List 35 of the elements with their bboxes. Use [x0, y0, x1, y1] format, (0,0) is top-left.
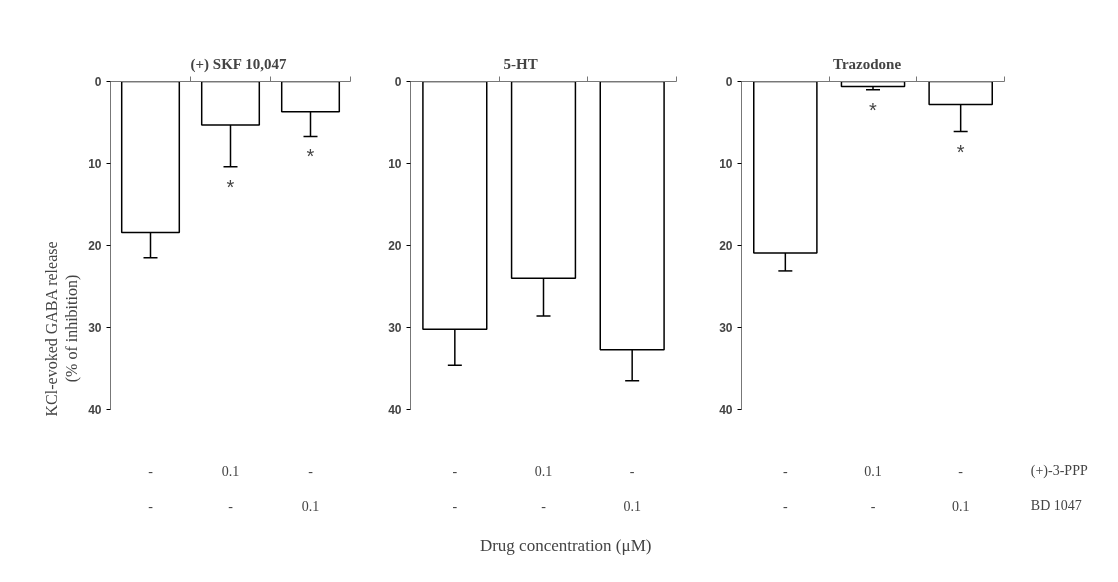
- chart-title: (+) SKF 10,047: [190, 55, 287, 73]
- annotation: *: [306, 145, 315, 168]
- category-label: 0.1 -: [221, 463, 240, 514]
- y-tick-label: 0: [725, 75, 733, 89]
- y-tick-label: 0: [394, 75, 402, 89]
- text: Drug concentration (μM): [479, 536, 652, 555]
- category-label: - -: [452, 463, 458, 514]
- category-label: - 0.1: [951, 463, 970, 514]
- y-tick-label: 40: [88, 403, 102, 417]
- y-tick-label: 30: [88, 321, 102, 335]
- y-tick-label: 10: [88, 157, 102, 171]
- y-tick-label: 10: [388, 157, 402, 171]
- y-tick-label: 40: [719, 403, 733, 417]
- category-label: - -: [148, 463, 153, 514]
- y-axis-title: KCl-evoked GABA release (% of inhibition): [42, 241, 82, 417]
- annotation: *: [869, 98, 878, 121]
- annotation: *: [956, 140, 965, 163]
- category-label: - 0.1: [623, 463, 641, 514]
- y-tick-label: 30: [388, 321, 402, 335]
- y-tick-label: 30: [719, 321, 733, 335]
- y-tick-label: 40: [388, 403, 402, 417]
- annotation: *: [226, 175, 235, 198]
- chart-title: Trazodone: [833, 55, 902, 72]
- y-tick-label: 20: [388, 239, 402, 253]
- y-tick-label: 20: [88, 239, 102, 253]
- category-label: - 0.1: [301, 463, 320, 514]
- text: (+)-3-PPP BD 1047: [1030, 463, 1088, 513]
- y-tick-label: 10: [719, 157, 733, 171]
- chart-title: 5-HT: [503, 55, 538, 72]
- category-label: 0.1 -: [534, 463, 553, 514]
- y-tick-label: 20: [719, 239, 733, 253]
- category-label: 0.1 -: [864, 463, 882, 514]
- category-label: - -: [783, 463, 788, 514]
- bar: [840, 81, 906, 88]
- y-tick-label: 0: [94, 75, 102, 89]
